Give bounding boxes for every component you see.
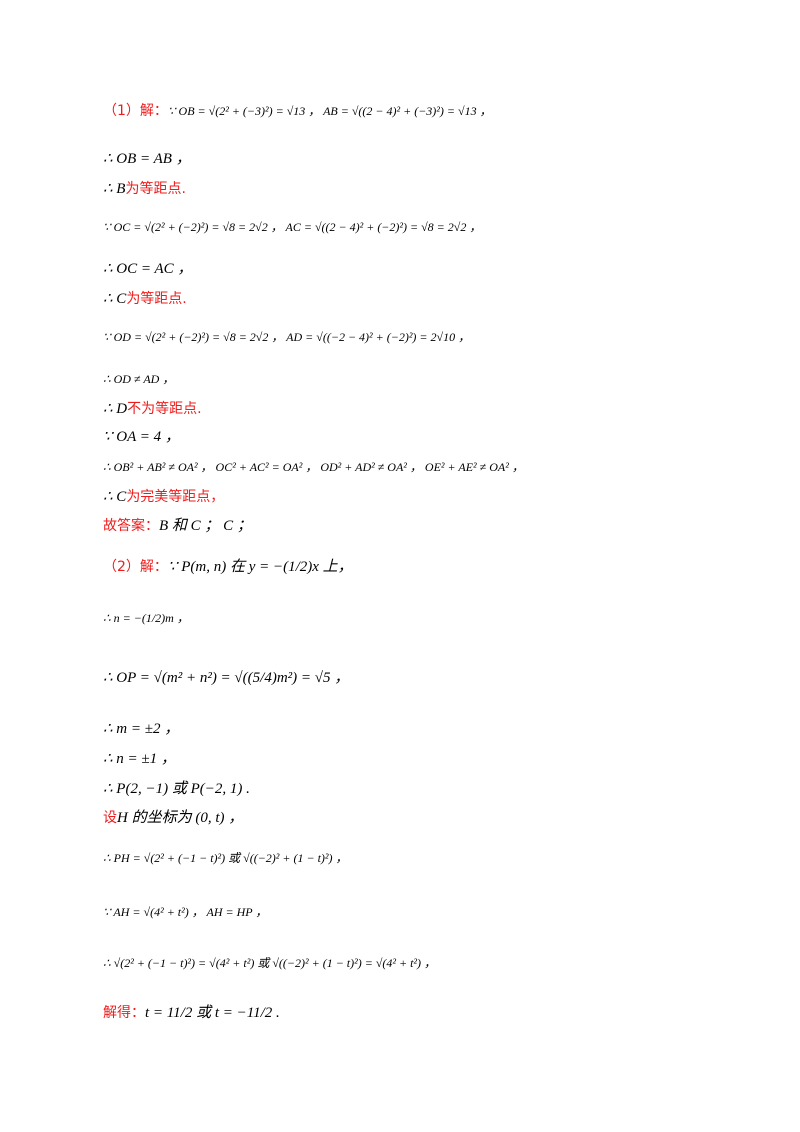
solution-line-4: ∵ OC = √(2² + (−2)²) = √8 = 2√2 ， AC = √… <box>103 217 481 237</box>
solution-line-13: 故答案：B 和 C ； C ； <box>103 516 252 536</box>
line-suffix: 为等距点. <box>126 291 187 307</box>
solution-line-21: ∴ PH = √(2² + (−1 − t)²) 或 √((−2)² + (1 … <box>103 848 348 868</box>
solution-line-10: ∵ OA = 4 ， <box>103 427 180 447</box>
line-suffix: 不为等距点. <box>127 401 202 417</box>
line-math: ∵ AH = √(4² + t²) ， AH = HP ， <box>103 905 268 919</box>
solution-line-20: 设H 的坐标为 (0, t) ， <box>103 808 243 828</box>
solution-line-17: ∴ m = ±2 ， <box>103 719 179 739</box>
line-suffix: 为完美等距点， <box>126 489 225 505</box>
line-math: ∴ n = −(1/2)m ， <box>103 611 189 625</box>
solution-line-15: ∴ n = −(1/2)m ， <box>103 608 189 628</box>
line-math: ∴ n = ±1 ， <box>103 751 176 767</box>
line-math: ∴ C <box>103 489 127 505</box>
line-math: t = 11/2 或 t = −11/2 . <box>145 1005 280 1021</box>
line-math: ∴ OB = AB ， <box>103 151 191 167</box>
solution-line-12: ∴ C为完美等距点， <box>103 487 224 507</box>
line-math: B 和 C ； C ； <box>159 518 252 534</box>
solution-line-23: ∴ √(2² + (−1 − t)²) = √(4² + t²) 或 √((−2… <box>103 953 436 973</box>
line-prefix: （1）解： <box>103 103 168 119</box>
line-math: ∴ OC = AC ， <box>103 261 193 277</box>
line-math: ∴ PH = √(2² + (−1 − t)²) 或 √((−2)² + (1 … <box>103 851 348 865</box>
line-math: ∵ OA = 4 ， <box>103 429 180 445</box>
line-math: ∵ OD = √(2² + (−2)²) = √8 = 2√2 ， AD = √… <box>103 330 471 344</box>
line-math: ∴ B <box>103 181 126 197</box>
solution-line-11: ∴ OB² + AB² ≠ OA² ， OC² + AC² = OA² ， OD… <box>103 457 524 477</box>
line-prefix: 解得： <box>103 1005 145 1021</box>
solution-line-5: ∴ OC = AC ， <box>103 259 192 279</box>
line-math: ∵ P(m, n) 在 y = −(1/2)x 上， <box>167 559 353 575</box>
solution-line-3: ∴ B为等距点. <box>103 179 186 199</box>
solution-line-14: （2）解：∵ P(m, n) 在 y = −(1/2)x 上， <box>103 557 353 577</box>
solution-line-16: ∴ OP = √(m² + n²) = √((5/4)m²) = √5 ， <box>103 668 349 688</box>
solution-line-9: ∴ D不为等距点. <box>103 399 202 419</box>
solution-line-7: ∵ OD = √(2² + (−2)²) = √8 = 2√2 ， AD = √… <box>103 327 470 347</box>
line-math: ∴ OP = √(m² + n²) = √((5/4)m²) = √5 ， <box>103 670 350 686</box>
line-math: ∴ m = ±2 ， <box>103 721 180 737</box>
line-math: ∵ OC = √(2² + (−2)²) = √8 = 2√2 ， AC = √… <box>103 220 482 234</box>
line-math: ∴ √(2² + (−1 − t)²) = √(4² + t²) 或 √((−2… <box>103 956 437 970</box>
solution-line-2: ∴ OB = AB ， <box>103 149 191 169</box>
line-suffix: 为等距点. <box>125 181 186 197</box>
line-prefix: 设 <box>103 810 117 826</box>
solution-line-8: ∴ OD ≠ AD ， <box>103 369 174 389</box>
line-math: ∴ C <box>103 291 127 307</box>
solution-line-6: ∴ C为等距点. <box>103 289 187 309</box>
line-math: ∴ OD ≠ AD ， <box>103 372 175 386</box>
line-math: ∵ OB = √(2² + (−3)²) = √13 ， AB = √((2 −… <box>167 104 492 118</box>
line-math: H 的坐标为 (0, t) ， <box>117 810 244 826</box>
line-prefix: （2）解： <box>103 559 168 575</box>
solution-line-18: ∴ n = ±1 ， <box>103 749 176 769</box>
line-math: ∴ P(2, −1) 或 P(−2, 1) . <box>103 781 250 797</box>
line-math: ∴ D <box>103 401 128 417</box>
solution-line-1: （1）解：∵ OB = √(2² + (−3)²) = √13 ， AB = √… <box>103 101 492 121</box>
line-math: ∴ OB² + AB² ≠ OA² ， OC² + AC² = OA² ， OD… <box>103 460 524 474</box>
solution-line-22: ∵ AH = √(4² + t²) ， AH = HP ， <box>103 902 267 922</box>
solution-line-19: ∴ P(2, −1) 或 P(−2, 1) . <box>103 779 250 799</box>
solution-line-24: 解得：t = 11/2 或 t = −11/2 . <box>103 1003 280 1023</box>
line-prefix: 故答案： <box>103 518 159 534</box>
